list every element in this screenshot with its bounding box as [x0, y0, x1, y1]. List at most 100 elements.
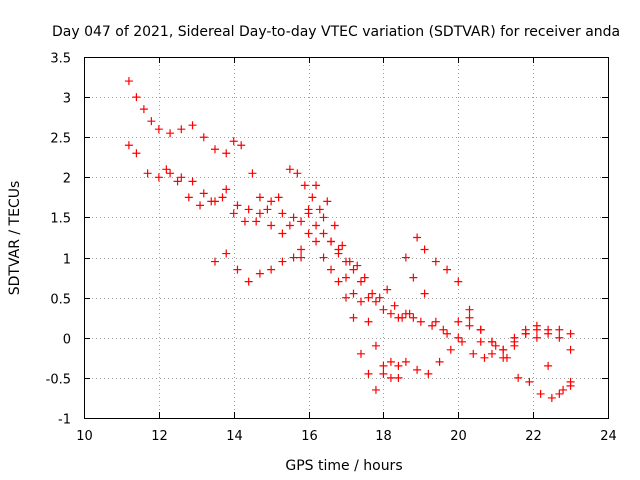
data-point [229, 137, 238, 146]
data-point [371, 341, 380, 350]
data-point [431, 257, 440, 266]
data-point [566, 345, 575, 354]
data-point [559, 385, 568, 394]
data-point [132, 149, 141, 158]
series-track-b [124, 141, 575, 398]
data-point [465, 321, 474, 330]
data-point [398, 313, 407, 322]
data-point [368, 289, 377, 298]
data-point [312, 181, 321, 190]
data-point [278, 257, 287, 266]
data-point [338, 241, 347, 250]
data-point [424, 369, 433, 378]
data-point [173, 177, 182, 186]
data-point [435, 357, 444, 366]
data-point [454, 317, 463, 326]
data-point [233, 201, 242, 210]
data-point [555, 389, 564, 398]
data-point [300, 181, 309, 190]
data-point [465, 305, 474, 314]
data-point [349, 289, 358, 298]
data-point [334, 249, 343, 258]
plot-frame [84, 57, 609, 419]
data-point [132, 93, 141, 102]
data-point [222, 185, 231, 194]
data-point [319, 213, 328, 222]
data-point [211, 145, 219, 154]
data-point [345, 257, 354, 266]
data-point [319, 229, 328, 238]
data-point [255, 209, 264, 218]
data-point [446, 345, 455, 354]
data-point [371, 297, 380, 306]
data-point [233, 265, 242, 274]
data-point [240, 217, 249, 226]
data-point [431, 317, 440, 326]
data-point [342, 273, 350, 282]
data-point [147, 117, 156, 126]
data-point [521, 325, 530, 334]
data-point [330, 221, 339, 230]
data-point [297, 245, 306, 254]
data-point [349, 265, 358, 274]
data-point [401, 357, 410, 366]
data-point [327, 265, 336, 274]
data-point [177, 125, 186, 134]
data-point [315, 205, 324, 214]
data-point [252, 217, 261, 226]
data-point [360, 273, 369, 282]
data-point [375, 293, 384, 302]
data-point [555, 325, 564, 334]
data-point [364, 317, 373, 326]
y-tick-labels: -1 -0.5 0 0.5 1 1.5 2 2.5 3 3.5 [46, 52, 71, 428]
data-point [386, 357, 395, 366]
data-point [297, 253, 306, 262]
data-point [547, 393, 556, 402]
data-point [312, 237, 321, 246]
data-point [211, 257, 219, 266]
data-point [293, 169, 302, 178]
data-point [510, 341, 519, 350]
data-point [454, 333, 463, 342]
data-point [297, 217, 306, 226]
data-point [139, 105, 148, 114]
data-point [413, 365, 422, 374]
x-tick-label: 18 [375, 429, 392, 444]
x-tick-label: 20 [450, 429, 467, 444]
data-point [420, 245, 429, 254]
data-point [196, 201, 205, 210]
data-point [289, 213, 298, 222]
data-point [304, 229, 313, 238]
data-point [532, 333, 541, 342]
y-tick-label: 3 [63, 92, 71, 107]
y-tick-label: 2.5 [50, 132, 71, 147]
x-tick-label: 14 [226, 429, 243, 444]
data-point [218, 193, 227, 202]
x-tick-label: 24 [600, 429, 617, 444]
data-point [143, 169, 152, 178]
data-point [255, 193, 264, 202]
y-tick-label: 0.5 [50, 293, 71, 308]
data-point [386, 373, 395, 382]
data-point [237, 141, 246, 150]
y-tick-label: -1 [58, 413, 71, 428]
axis-ticks [84, 57, 609, 419]
data-point [274, 193, 283, 202]
data-point [383, 285, 392, 294]
data-point [525, 377, 534, 386]
x-tick-label: 16 [301, 429, 318, 444]
data-point [124, 77, 133, 86]
data-point [353, 261, 362, 270]
data-point [356, 349, 365, 358]
data-point [379, 305, 388, 314]
data-point [502, 353, 511, 362]
data-point [349, 313, 358, 322]
data-point [499, 345, 508, 354]
data-point [476, 325, 485, 334]
y-tick-label: 1.5 [50, 212, 71, 227]
grid-lines [84, 57, 608, 418]
data-point [342, 293, 350, 302]
data-point [544, 361, 553, 370]
data-point [555, 333, 564, 342]
